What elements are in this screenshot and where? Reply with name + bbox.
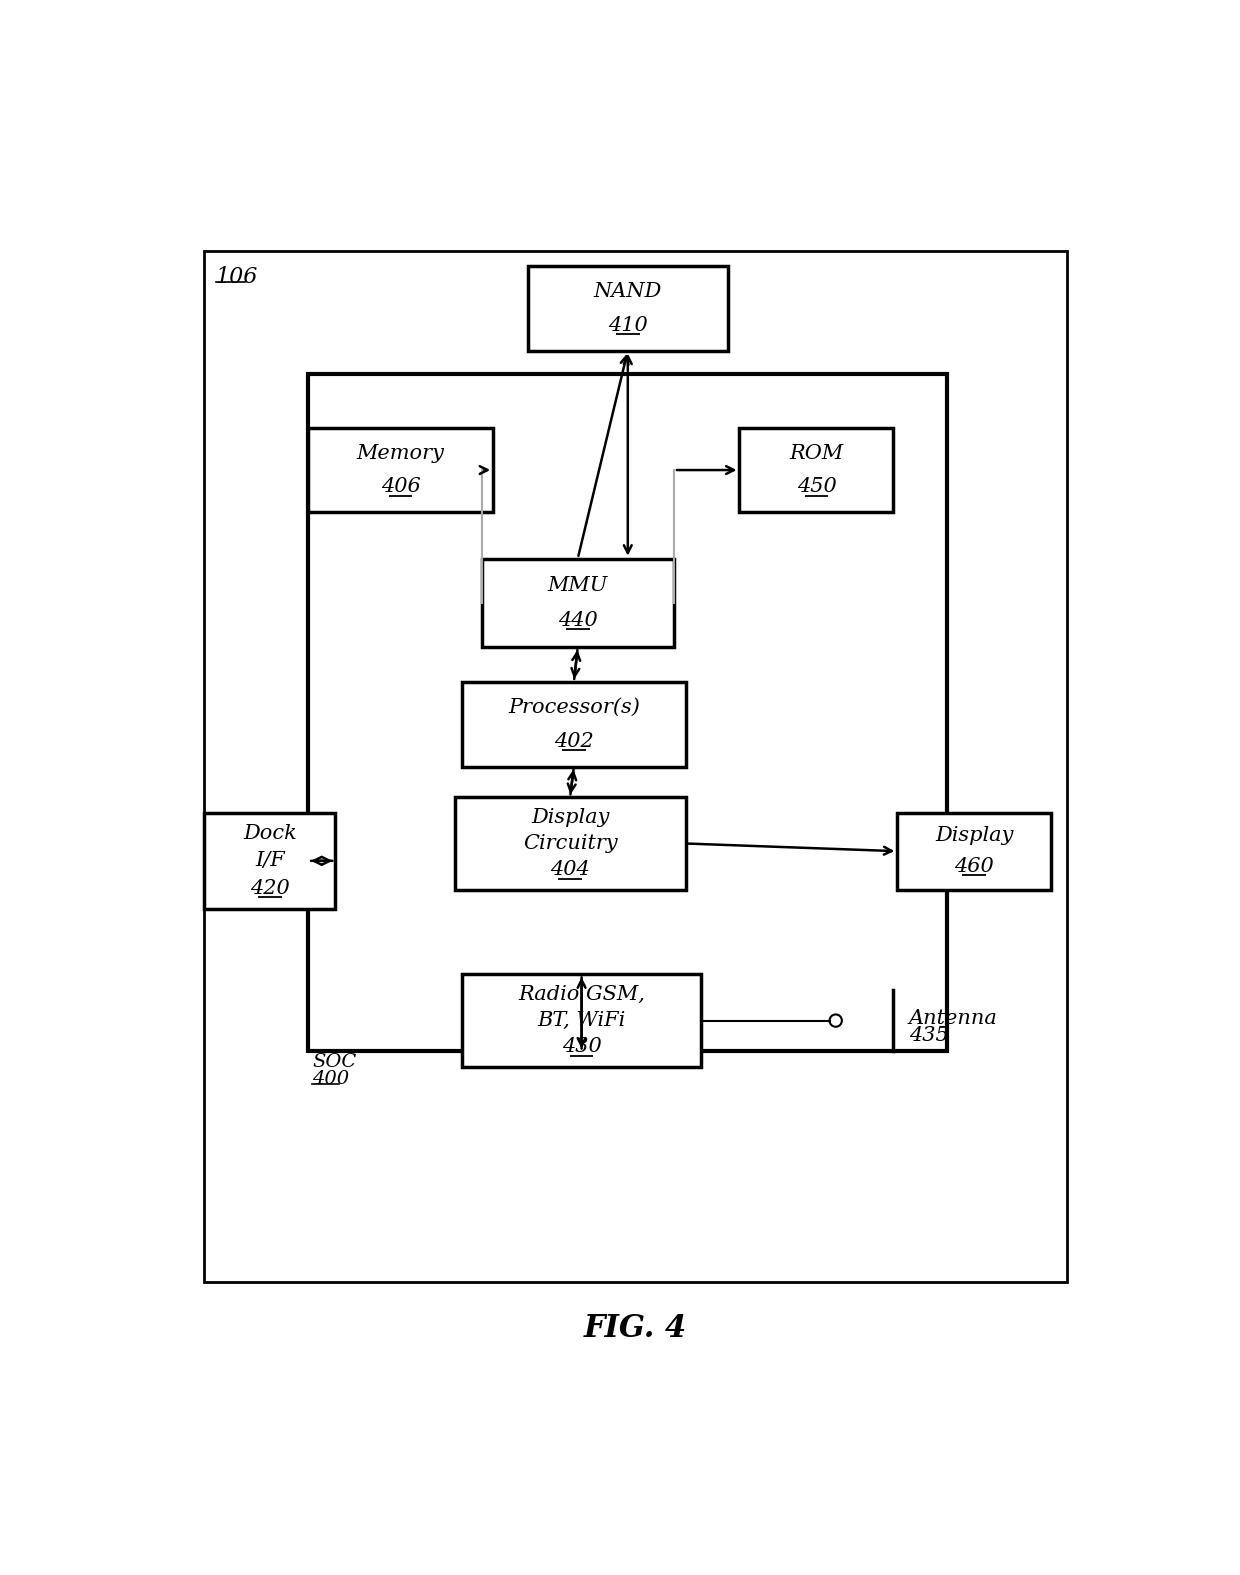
Text: Radio GSM,: Radio GSM, bbox=[518, 984, 645, 1003]
Bar bbox=[463, 682, 686, 767]
Text: Display: Display bbox=[531, 808, 609, 827]
Text: 440: 440 bbox=[558, 611, 598, 630]
Text: Dock: Dock bbox=[243, 824, 296, 843]
Text: Antenna: Antenna bbox=[909, 1010, 998, 1028]
Bar bbox=[739, 428, 894, 512]
Text: 402: 402 bbox=[554, 732, 594, 751]
Text: 406: 406 bbox=[381, 477, 420, 496]
Bar bbox=[463, 975, 701, 1066]
Text: 404: 404 bbox=[551, 860, 590, 879]
Text: 450: 450 bbox=[796, 477, 836, 496]
Text: SOC: SOC bbox=[312, 1054, 356, 1071]
Bar bbox=[205, 250, 1066, 1282]
Text: 400: 400 bbox=[312, 1069, 350, 1088]
Bar bbox=[309, 428, 494, 512]
Text: MMU: MMU bbox=[548, 576, 608, 595]
Text: 410: 410 bbox=[608, 317, 647, 335]
Text: FIG. 4: FIG. 4 bbox=[584, 1314, 687, 1343]
Text: NAND: NAND bbox=[594, 282, 662, 301]
Text: 106: 106 bbox=[216, 266, 258, 288]
Text: BT, WiFi: BT, WiFi bbox=[537, 1011, 626, 1030]
Bar bbox=[528, 266, 728, 351]
Text: Memory: Memory bbox=[357, 444, 445, 463]
Text: I/F: I/F bbox=[255, 852, 285, 871]
Bar bbox=[898, 813, 1052, 890]
Bar bbox=[309, 373, 947, 1052]
Text: Processor(s): Processor(s) bbox=[508, 698, 640, 717]
Bar bbox=[455, 797, 686, 890]
Text: 420: 420 bbox=[250, 879, 290, 898]
Text: Circuitry: Circuitry bbox=[523, 835, 618, 854]
Bar bbox=[205, 813, 335, 909]
Text: 430: 430 bbox=[562, 1038, 601, 1057]
Text: Display: Display bbox=[935, 827, 1013, 846]
Bar bbox=[481, 559, 675, 647]
Text: 460: 460 bbox=[955, 857, 994, 876]
Text: ROM: ROM bbox=[790, 444, 843, 463]
Text: 435: 435 bbox=[909, 1025, 949, 1044]
